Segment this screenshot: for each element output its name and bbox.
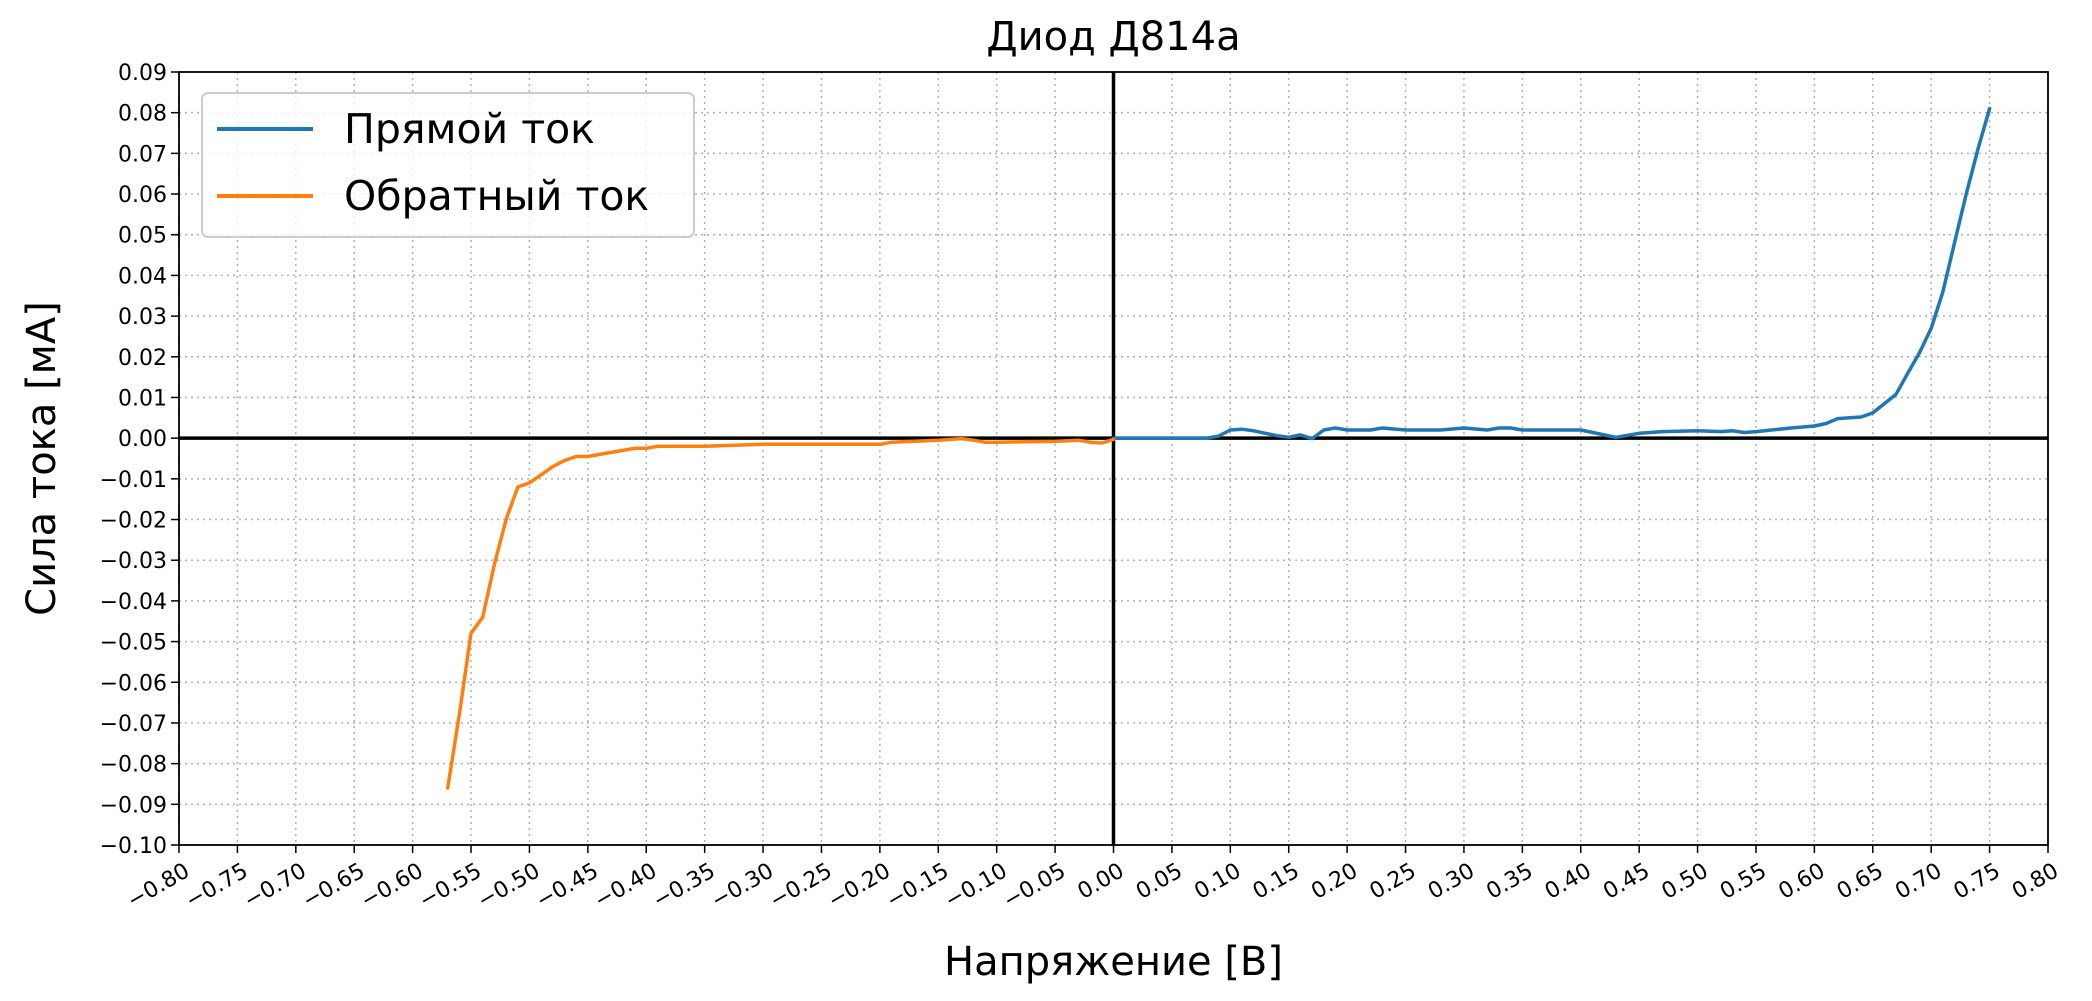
y-tick-label: −0.02 — [100, 509, 167, 534]
y-axis-ticks: 0.09 0.08 0.07 0.06 0.05 0.04 0.03 0.02 0.01 0.00… — [100, 61, 179, 859]
y-tick-label: −0.03 — [100, 549, 167, 574]
y-tick-label: −0.06 — [100, 671, 167, 696]
forward-current-line — [1111, 106, 1992, 441]
y-tick-label: 0.02 — [118, 346, 167, 371]
legend-box — [201, 92, 695, 238]
y-tick-label: 0.04 — [118, 264, 167, 289]
y-tick-label: −0.05 — [100, 631, 167, 656]
y-tick-label: −0.01 — [100, 468, 167, 493]
y-tick-label: −0.10 — [100, 834, 167, 859]
legend: Прямой ток Обратный ток — [201, 92, 695, 238]
y-tick-label: −0.09 — [100, 793, 167, 818]
reverse-current-line — [445, 436, 1116, 790]
y-tick-label: 0.08 — [118, 102, 167, 127]
y-axis-label: Сила тока [мА] — [19, 301, 65, 616]
chart-title: Диод Д814а — [986, 14, 1240, 60]
y-tick-label: 0.05 — [118, 224, 167, 249]
y-tick-label: 0.03 — [118, 305, 167, 330]
y-tick-label: −0.08 — [100, 753, 167, 778]
y-tick-label: −0.07 — [100, 712, 167, 737]
x-axis-label: Напряжение [В] — [944, 939, 1283, 985]
legend-label-reverse-current: Обратный ток — [344, 172, 649, 220]
y-tick-label: 0.01 — [118, 386, 167, 411]
y-tick-label: 0.06 — [118, 183, 167, 208]
y-tick-label: −0.04 — [100, 590, 167, 615]
series-lines — [445, 106, 1992, 790]
y-tick-label: 0.09 — [118, 61, 167, 86]
y-tick-label: 0.00 — [118, 427, 167, 452]
y-tick-label: 0.07 — [118, 142, 167, 167]
legend-label-forward-current: Прямой ток — [344, 105, 595, 153]
